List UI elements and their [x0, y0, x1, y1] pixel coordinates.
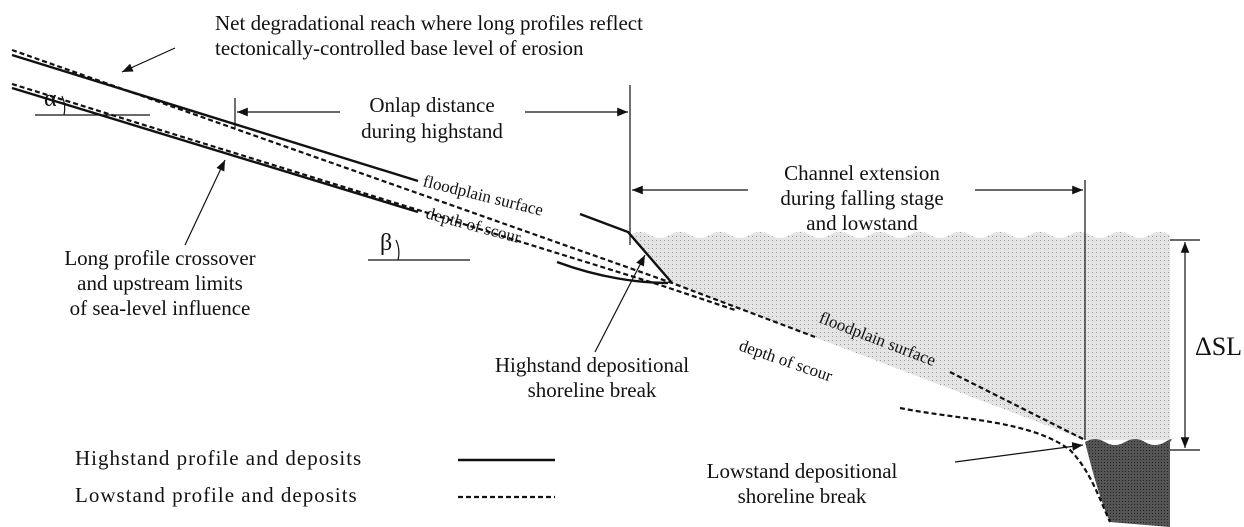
delta-sl-label: ΔSL	[1195, 332, 1242, 361]
annotation: of sea-level influence	[70, 296, 251, 320]
annotation: Net degradational reach where long profi…	[215, 11, 643, 35]
diagram: floodplain surface depth of scour floodp…	[0, 0, 1244, 527]
legend: Highstand profile and deposits Lowstand …	[75, 446, 555, 507]
angle-label: α	[44, 86, 57, 112]
annotation: during highstand	[361, 119, 503, 143]
annotation: shoreline break	[738, 484, 867, 508]
angle-label: β	[380, 230, 392, 256]
annotation: Lowstand depositional	[707, 459, 898, 483]
curve-label: depth of scour	[737, 336, 835, 386]
annotation: Long profile crossover	[64, 246, 255, 270]
legend-label: Lowstand profile and deposits	[75, 483, 358, 507]
annotation: during falling stage	[780, 186, 943, 210]
annotation: and upstream limits	[77, 271, 243, 295]
legend-label: Highstand profile and deposits	[75, 446, 362, 470]
annotation: Channel extension	[784, 161, 940, 185]
annotation: and lowstand	[806, 211, 918, 235]
annotation: Highstand depositional	[495, 353, 689, 377]
annotation: tectonically-controlled base level of er…	[215, 36, 584, 60]
annotation: shoreline break	[528, 378, 657, 402]
annotation: Onlap distance	[369, 93, 494, 117]
